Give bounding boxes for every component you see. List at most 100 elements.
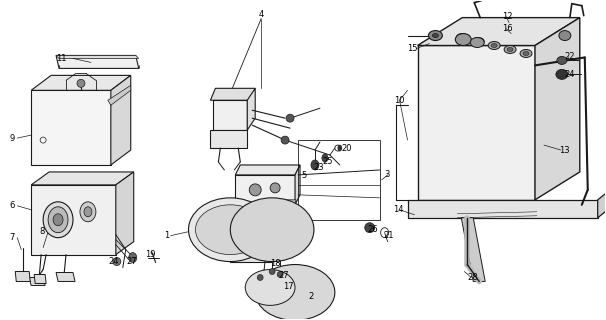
Ellipse shape bbox=[491, 44, 497, 47]
Polygon shape bbox=[230, 198, 272, 261]
Ellipse shape bbox=[257, 275, 263, 280]
Ellipse shape bbox=[286, 114, 294, 122]
Ellipse shape bbox=[230, 198, 314, 261]
Polygon shape bbox=[235, 175, 295, 205]
Polygon shape bbox=[56, 55, 139, 59]
Text: 12: 12 bbox=[502, 12, 513, 21]
Polygon shape bbox=[461, 218, 485, 282]
Text: 2: 2 bbox=[308, 292, 313, 301]
Polygon shape bbox=[31, 76, 131, 90]
Ellipse shape bbox=[255, 265, 335, 320]
Polygon shape bbox=[29, 277, 45, 285]
Text: 27: 27 bbox=[278, 271, 288, 280]
Polygon shape bbox=[31, 172, 134, 185]
Text: 11: 11 bbox=[56, 54, 67, 63]
Ellipse shape bbox=[459, 36, 465, 40]
Polygon shape bbox=[56, 55, 139, 68]
Text: 3: 3 bbox=[385, 171, 390, 180]
Ellipse shape bbox=[84, 207, 92, 217]
Polygon shape bbox=[111, 76, 131, 165]
Text: 13: 13 bbox=[559, 146, 570, 155]
Polygon shape bbox=[235, 165, 300, 175]
Polygon shape bbox=[408, 200, 598, 218]
Ellipse shape bbox=[77, 79, 85, 87]
Polygon shape bbox=[34, 275, 46, 284]
Ellipse shape bbox=[504, 45, 516, 53]
Text: 25: 25 bbox=[322, 157, 333, 166]
Text: 15: 15 bbox=[408, 44, 418, 53]
Ellipse shape bbox=[249, 184, 261, 196]
Text: 17: 17 bbox=[283, 282, 294, 291]
Ellipse shape bbox=[128, 252, 137, 262]
Ellipse shape bbox=[455, 34, 471, 45]
Polygon shape bbox=[232, 200, 244, 212]
Polygon shape bbox=[210, 88, 255, 100]
Text: 8: 8 bbox=[39, 227, 44, 236]
Ellipse shape bbox=[80, 202, 96, 222]
Text: 6: 6 bbox=[9, 201, 15, 210]
Ellipse shape bbox=[488, 42, 500, 50]
Polygon shape bbox=[108, 85, 131, 105]
Text: 21: 21 bbox=[384, 231, 394, 240]
Ellipse shape bbox=[270, 183, 280, 193]
Ellipse shape bbox=[48, 207, 68, 233]
Polygon shape bbox=[598, 192, 606, 218]
Ellipse shape bbox=[456, 34, 468, 42]
Ellipse shape bbox=[188, 198, 272, 261]
Ellipse shape bbox=[428, 31, 442, 41]
Text: 14: 14 bbox=[393, 205, 403, 214]
Ellipse shape bbox=[556, 69, 568, 79]
Text: 7: 7 bbox=[9, 233, 15, 242]
Ellipse shape bbox=[322, 154, 328, 162]
Ellipse shape bbox=[470, 37, 484, 47]
Polygon shape bbox=[31, 90, 111, 165]
Ellipse shape bbox=[475, 40, 481, 44]
Ellipse shape bbox=[338, 145, 342, 151]
Ellipse shape bbox=[269, 268, 275, 275]
Polygon shape bbox=[31, 185, 116, 255]
Polygon shape bbox=[210, 130, 247, 148]
Ellipse shape bbox=[277, 271, 283, 277]
Ellipse shape bbox=[365, 223, 375, 233]
Text: 24: 24 bbox=[565, 70, 575, 79]
Ellipse shape bbox=[523, 52, 529, 55]
Text: 16: 16 bbox=[502, 24, 513, 33]
Text: 19: 19 bbox=[145, 250, 155, 259]
Text: 5: 5 bbox=[301, 172, 306, 180]
Text: 28: 28 bbox=[467, 273, 478, 282]
Polygon shape bbox=[15, 271, 30, 282]
Text: 27: 27 bbox=[127, 257, 138, 266]
Ellipse shape bbox=[472, 37, 484, 45]
Polygon shape bbox=[213, 100, 247, 130]
Text: 23: 23 bbox=[313, 164, 324, 172]
Ellipse shape bbox=[43, 202, 73, 238]
Ellipse shape bbox=[113, 258, 121, 266]
Ellipse shape bbox=[245, 269, 295, 305]
Polygon shape bbox=[247, 88, 255, 130]
Ellipse shape bbox=[281, 136, 289, 144]
Ellipse shape bbox=[311, 160, 319, 170]
Polygon shape bbox=[418, 18, 580, 45]
Text: 22: 22 bbox=[565, 52, 575, 61]
Ellipse shape bbox=[53, 214, 63, 226]
Polygon shape bbox=[116, 172, 134, 255]
Polygon shape bbox=[56, 273, 75, 282]
Text: 4: 4 bbox=[258, 10, 264, 19]
Text: 26: 26 bbox=[368, 225, 378, 234]
Ellipse shape bbox=[507, 47, 513, 52]
Ellipse shape bbox=[520, 50, 532, 58]
Text: 24: 24 bbox=[109, 257, 119, 266]
Polygon shape bbox=[284, 200, 296, 212]
Polygon shape bbox=[295, 165, 300, 205]
Text: 1: 1 bbox=[164, 231, 169, 240]
Text: 18: 18 bbox=[270, 259, 281, 268]
Text: 9: 9 bbox=[9, 133, 15, 143]
Text: 10: 10 bbox=[394, 96, 404, 105]
Polygon shape bbox=[535, 18, 580, 200]
Ellipse shape bbox=[557, 56, 567, 64]
Ellipse shape bbox=[196, 205, 265, 255]
Text: 20: 20 bbox=[342, 144, 352, 153]
Polygon shape bbox=[418, 45, 535, 200]
Ellipse shape bbox=[559, 31, 571, 41]
Ellipse shape bbox=[433, 34, 438, 37]
